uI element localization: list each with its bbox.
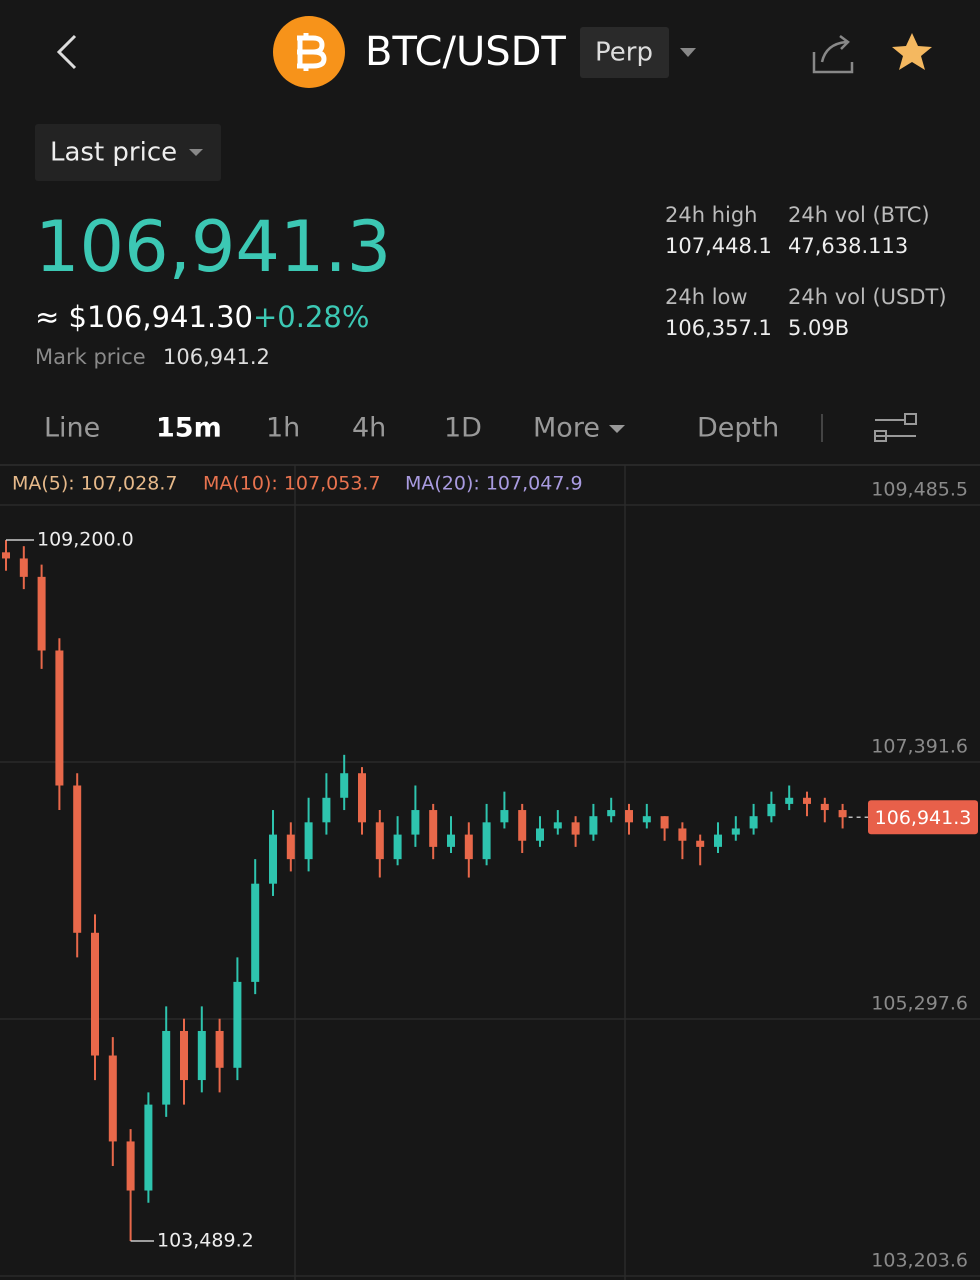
candle-body xyxy=(518,810,527,841)
tab[interactable]: 1h xyxy=(266,413,300,444)
candle-body xyxy=(571,822,580,835)
ma-label: MA(5): 107,028.7 xyxy=(12,473,177,495)
stat-value: 106,357.1 xyxy=(665,316,772,340)
stat-value: 5.09B xyxy=(788,316,849,340)
candle-body xyxy=(322,797,331,823)
candle-body xyxy=(55,650,64,786)
stat-value: 107,448.1 xyxy=(665,234,772,258)
y-tick-label: 107,391.6 xyxy=(871,735,968,757)
candle-body xyxy=(482,822,491,860)
candle-body xyxy=(749,816,758,829)
candle-body xyxy=(678,828,687,841)
y-tick-label: 109,485.5 xyxy=(871,478,968,500)
ma-label: MA(20): 107,047.9 xyxy=(405,473,583,495)
candle-body xyxy=(215,1030,224,1068)
candle-body xyxy=(197,1030,206,1081)
tab[interactable]: 4h xyxy=(352,413,386,444)
candle-body xyxy=(126,1141,135,1191)
candle-body xyxy=(553,822,562,829)
candle-body xyxy=(162,1030,171,1105)
candle-body xyxy=(447,834,455,847)
mark-price-label: Mark price xyxy=(35,345,146,369)
candle-body xyxy=(233,981,242,1068)
y-tick-label: 105,297.6 xyxy=(871,992,968,1014)
high-label: 109,200.0 xyxy=(37,529,134,551)
last-price-label: 106,941.3 xyxy=(875,807,972,829)
candle-body xyxy=(2,552,10,559)
candle-body xyxy=(411,810,420,835)
candle-body xyxy=(375,822,384,860)
dropdown-caret[interactable] xyxy=(680,48,696,57)
plot: 109,485.5 107,391.6 105,297.6 103,203.6 109,… xyxy=(0,478,980,1277)
candle-body xyxy=(589,816,598,835)
dropdown-caret xyxy=(189,149,203,156)
coin-glyph xyxy=(297,33,327,71)
candle-body xyxy=(73,785,82,933)
mark-price: 106,941.2 xyxy=(163,345,270,369)
last-price-tag xyxy=(868,800,978,835)
share-button[interactable] xyxy=(812,35,854,74)
usd-price: ≈ $106,941.30 xyxy=(35,300,253,334)
candle-body xyxy=(286,834,295,860)
low-label: 103,489.2 xyxy=(157,1229,254,1251)
price-change: +0.28% xyxy=(253,300,369,334)
chart-settings[interactable] xyxy=(874,413,917,442)
candle-body xyxy=(464,834,473,860)
dropdown-caret xyxy=(609,425,625,433)
candle-body xyxy=(251,883,260,982)
candle-body xyxy=(269,834,277,884)
tab[interactable]: More xyxy=(533,413,600,444)
stat-label: 24h vol (USDT) xyxy=(788,285,947,309)
candle-body xyxy=(429,810,438,847)
stat-label: 24h vol (BTC) xyxy=(788,203,930,227)
contract: Perp xyxy=(595,38,653,68)
candle-body xyxy=(91,932,99,1056)
candle-body xyxy=(767,803,776,817)
stat-label: 24h high xyxy=(665,203,758,227)
last-price: 106,941.3 xyxy=(35,206,391,288)
candle-body xyxy=(340,773,349,798)
back-button[interactable] xyxy=(56,34,77,70)
tab[interactable]: Depth xyxy=(697,413,779,444)
tab-active[interactable]: 15m xyxy=(156,413,222,444)
candle-body xyxy=(144,1104,153,1191)
candle-body xyxy=(304,822,313,860)
candle-body xyxy=(731,828,740,835)
candle-body xyxy=(180,1030,188,1081)
candle-body xyxy=(393,834,402,860)
candle-body xyxy=(19,558,28,577)
candle-body xyxy=(108,1055,117,1142)
symbol: BTC/USDT xyxy=(365,29,566,75)
candle-body xyxy=(500,810,509,823)
candle-body xyxy=(838,810,847,818)
stat-label: 24h low xyxy=(665,285,748,309)
candle-body xyxy=(625,810,633,823)
price-type: Last price xyxy=(50,138,177,168)
stat-value: 47,638.113 xyxy=(788,234,908,258)
candle-body xyxy=(37,576,46,651)
tab[interactable]: Line xyxy=(44,413,100,444)
candle-body xyxy=(660,816,669,829)
candle-body xyxy=(642,816,651,823)
candle-body xyxy=(696,840,705,847)
candle-body xyxy=(820,803,829,811)
candle-body xyxy=(785,797,794,804)
candle-body xyxy=(803,797,811,804)
candle-body xyxy=(714,834,722,847)
candle-body xyxy=(358,773,366,823)
contract-badge[interactable] xyxy=(580,27,669,78)
favorite-button[interactable] xyxy=(892,33,932,70)
price-type-selector[interactable] xyxy=(35,124,221,181)
ma-label: MA(10): 107,053.7 xyxy=(203,473,381,495)
candle-body xyxy=(607,810,616,817)
y-tick-label: 103,203.6 xyxy=(871,1249,968,1271)
tab[interactable]: 1D xyxy=(444,413,482,444)
candle-body xyxy=(536,828,544,841)
